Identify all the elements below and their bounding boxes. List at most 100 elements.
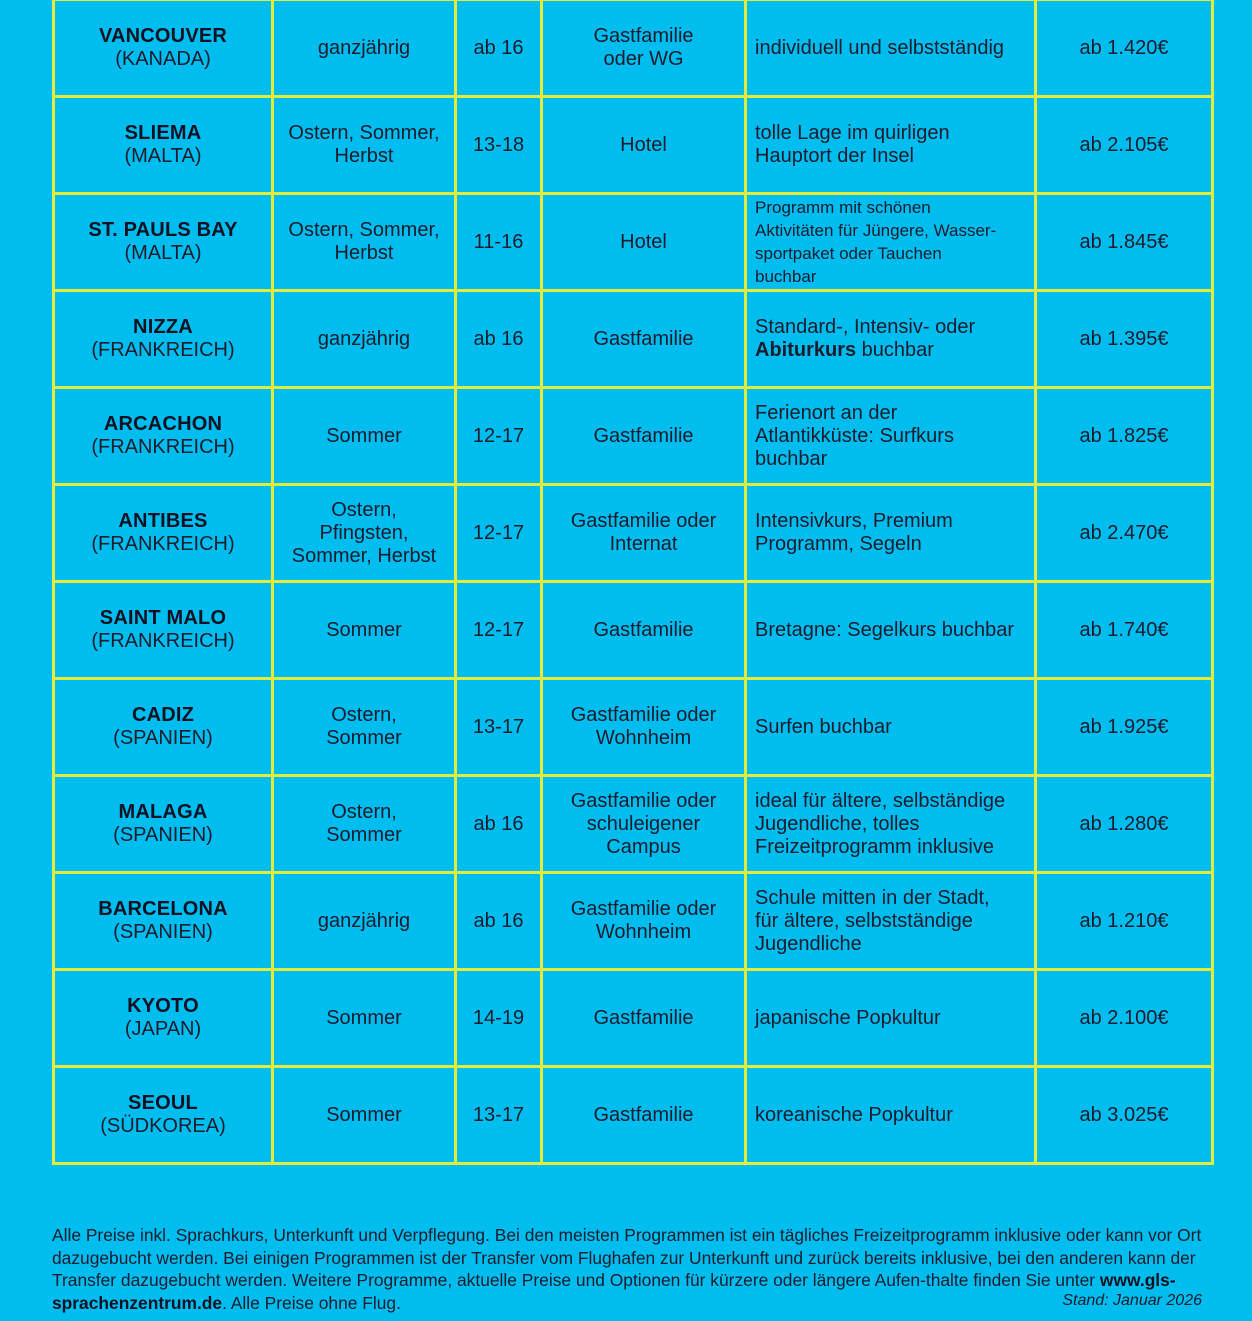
season-cell: ganzjährig	[271, 289, 457, 389]
age-cell: ab 16	[454, 289, 543, 389]
accommodation-cell: Gastfamilie	[540, 289, 747, 389]
season-cell: Sommer	[271, 968, 457, 1068]
age-cell: 14-19	[454, 968, 543, 1068]
accommodation-cell: Gastfamilie	[540, 580, 747, 680]
season-cell: ganzjährig	[271, 0, 457, 98]
country-name: (SPANIEN)	[113, 824, 213, 846]
city-name: MALAGA	[118, 801, 208, 823]
country-name: (SPANIEN)	[113, 727, 213, 749]
price-cell: ab 3.025€	[1034, 1065, 1214, 1165]
footer-text: Alle Preise inkl. Sprachkurs, Unterkunft…	[52, 1225, 1202, 1291]
table-row: SLIEMA (MALTA) Ostern, Sommer, Herbst 13-18 H…	[52, 95, 1214, 195]
city-name: CADIZ	[131, 704, 195, 726]
destination-cell: ST. PAULS BAY (MALTA)	[52, 192, 274, 292]
footer-text-end: . Alle Preise ohne Flug.	[222, 1292, 401, 1313]
table-row: SAINT MALO (FRANKREICH) Sommer 12-17 Gastfam…	[52, 580, 1214, 680]
accommodation-cell: Gastfamilie	[540, 968, 747, 1068]
description-cell: Surfen buchbar	[744, 677, 1037, 777]
price-cell: ab 1.925€	[1034, 677, 1214, 777]
accommodation-cell: Gastfamilie oder Internat	[540, 483, 747, 583]
description-cell: individuell und selbstständig	[744, 0, 1037, 98]
country-name: (FRANKREICH)	[91, 339, 235, 361]
date-stamp: Stand: Januar 2026	[1062, 1292, 1202, 1309]
table-row: MALAGA (SPANIEN) Ostern, Sommer ab 16 Gastfam…	[52, 774, 1214, 874]
country-name: (SÜDKOREA)	[100, 1115, 226, 1137]
price-cell: ab 1.420€	[1034, 0, 1214, 98]
description-cell: Intensivkurs, Premium Programm, Segeln	[744, 483, 1037, 583]
destination-cell: BARCELONA (SPANIEN)	[52, 871, 274, 971]
table-row: CADIZ (SPANIEN) Ostern, Sommer 13-17 Gastfami…	[52, 677, 1214, 777]
destination-cell: SLIEMA (MALTA)	[52, 95, 274, 195]
city-name: SAINT MALO	[99, 607, 227, 629]
destination-cell: KYOTO (JAPAN)	[52, 968, 274, 1068]
table-body: VANCOUVER (KANADA) ganzjährig ab 16 Gastfami…	[52, 0, 1214, 1165]
season-cell: Sommer	[271, 386, 457, 486]
city-name: ARCACHON	[103, 413, 223, 435]
city-name: VANCOUVER	[98, 25, 228, 47]
table-row: VANCOUVER (KANADA) ganzjährig ab 16 Gastfami…	[52, 0, 1214, 98]
accommodation-cell: Hotel	[540, 192, 747, 292]
season-cell: Ostern, Sommer, Herbst	[271, 95, 457, 195]
accommodation-cell: Gastfamilie	[540, 386, 747, 486]
country-name: (FRANKREICH)	[91, 436, 235, 458]
description-cell: ideal für ältere, selbständige Jugendlich…	[744, 774, 1037, 874]
destination-cell: ARCACHON (FRANKREICH)	[52, 386, 274, 486]
destination-cell: SAINT MALO (FRANKREICH)	[52, 580, 274, 680]
city-name: ANTIBES	[118, 510, 208, 532]
description-cell: tolle Lage im quirligen Hauptort der Inse…	[744, 95, 1037, 195]
country-name: (MALTA)	[124, 145, 202, 167]
season-cell: Sommer	[271, 1065, 457, 1165]
table-row: BARCELONA (SPANIEN) ganzjährig ab 16 Gastfam…	[52, 871, 1214, 971]
highlighted-course: Abiturkurs	[755, 339, 857, 361]
description-cell: koreanische Popkultur	[744, 1065, 1037, 1165]
city-name: NIZZA	[133, 316, 193, 338]
description-cell: Bretagne: Segelkurs buchbar	[744, 580, 1037, 680]
price-cell: ab 2.105€	[1034, 95, 1214, 195]
table-row: NIZZA (FRANKREICH) ganzjährig ab 16 Gastfami…	[52, 289, 1214, 389]
city-name: SLIEMA	[124, 122, 202, 144]
season-cell: Ostern, Sommer	[271, 677, 457, 777]
city-name: BARCELONA	[98, 898, 228, 920]
accommodation-cell: Hotel	[540, 95, 747, 195]
age-cell: ab 16	[454, 0, 543, 98]
country-name: (JAPAN)	[124, 1018, 202, 1040]
destination-cell: NIZZA (FRANKREICH)	[52, 289, 274, 389]
price-cell: ab 1.210€	[1034, 871, 1214, 971]
footer-note: Alle Preise inkl. Sprachkurs, Unterkunft…	[52, 1224, 1212, 1314]
accommodation-cell: Gastfamilie oder Wohnheim	[540, 871, 747, 971]
city-name: SEOUL	[128, 1092, 198, 1114]
destination-cell: CADIZ (SPANIEN)	[52, 677, 274, 777]
season-cell: Sommer	[271, 580, 457, 680]
destination-cell: ANTIBES (FRANKREICH)	[52, 483, 274, 583]
table-row: ARCACHON (FRANKREICH) Sommer 12-17 Gastfamil…	[52, 386, 1214, 486]
accommodation-cell: Gastfamilie oder Wohnheim	[540, 677, 747, 777]
price-cell: ab 2.100€	[1034, 968, 1214, 1068]
age-cell: 13-17	[454, 1065, 543, 1165]
price-cell: ab 1.825€	[1034, 386, 1214, 486]
price-cell: ab 1.740€	[1034, 580, 1214, 680]
description-cell: japanische Popkultur	[744, 968, 1037, 1068]
city-name: KYOTO	[127, 995, 199, 1017]
country-name: (FRANKREICH)	[91, 630, 235, 652]
website-link[interactable]: www.gls-sprachenzentrum.de	[52, 1270, 1176, 1313]
season-cell: ganzjährig	[271, 871, 457, 971]
age-cell: ab 16	[454, 871, 543, 971]
table-row: SEOUL (SÜDKOREA) Sommer 13-17 Gastfamilie kor…	[52, 1065, 1214, 1165]
accommodation-cell: Gastfamilie	[540, 1065, 747, 1165]
age-cell: 13-17	[454, 677, 543, 777]
season-cell: Ostern, Sommer	[271, 774, 457, 874]
age-cell: 13-18	[454, 95, 543, 195]
season-cell: Ostern, Sommer, Herbst	[271, 192, 457, 292]
destination-cell: SEOUL (SÜDKOREA)	[52, 1065, 274, 1165]
city-name: ST. PAULS BAY	[88, 219, 238, 241]
program-table: VANCOUVER (KANADA) ganzjährig ab 16 Gastfami…	[52, 0, 1214, 1165]
price-cell: ab 2.470€	[1034, 483, 1214, 583]
season-cell: Ostern, Pfingsten, Sommer, Herbst	[271, 483, 457, 583]
description-cell: Ferienort an der Atlantikküste: Surfkurs b…	[744, 386, 1037, 486]
country-name: (KANADA)	[115, 48, 211, 70]
accommodation-cell: Gastfamilie oder schuleigener Campus	[540, 774, 747, 874]
country-name: (MALTA)	[124, 242, 202, 264]
age-cell: 12-17	[454, 386, 543, 486]
accommodation-cell: Gastfamilie oder WG	[540, 0, 747, 98]
table-row: KYOTO (JAPAN) Sommer 14-19 Gastfamilie japani…	[52, 968, 1214, 1068]
